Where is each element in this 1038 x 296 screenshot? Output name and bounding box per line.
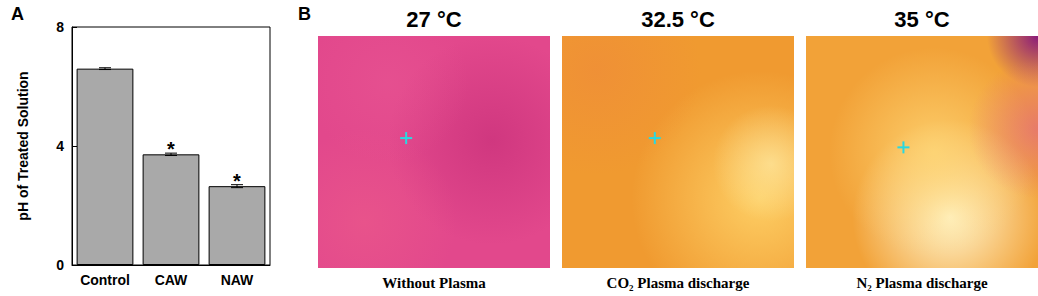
svg-text:0: 0 bbox=[56, 257, 64, 273]
svg-text:CO₂ Plasma discharge: CO₂ Plasma discharge bbox=[607, 275, 750, 291]
svg-text:N₂ Plasma discharge: N₂ Plasma discharge bbox=[856, 275, 987, 291]
svg-text:B: B bbox=[298, 4, 311, 24]
svg-text:32.5 °C: 32.5 °C bbox=[641, 7, 715, 32]
svg-text:4: 4 bbox=[56, 138, 64, 154]
svg-text:8: 8 bbox=[56, 19, 64, 35]
svg-text:27 °C: 27 °C bbox=[406, 7, 461, 32]
svg-text:*: * bbox=[233, 170, 241, 192]
svg-text:35 °C: 35 °C bbox=[894, 7, 949, 32]
svg-text:*: * bbox=[167, 138, 175, 160]
svg-text:Control: Control bbox=[80, 272, 130, 288]
svg-text:pH of Treated Solution: pH of Treated Solution bbox=[15, 71, 31, 220]
svg-text:CAW: CAW bbox=[155, 272, 188, 288]
svg-text:A: A bbox=[11, 4, 24, 24]
svg-text:NAW: NAW bbox=[221, 272, 254, 288]
svg-text:Without Plasma: Without Plasma bbox=[382, 275, 486, 291]
